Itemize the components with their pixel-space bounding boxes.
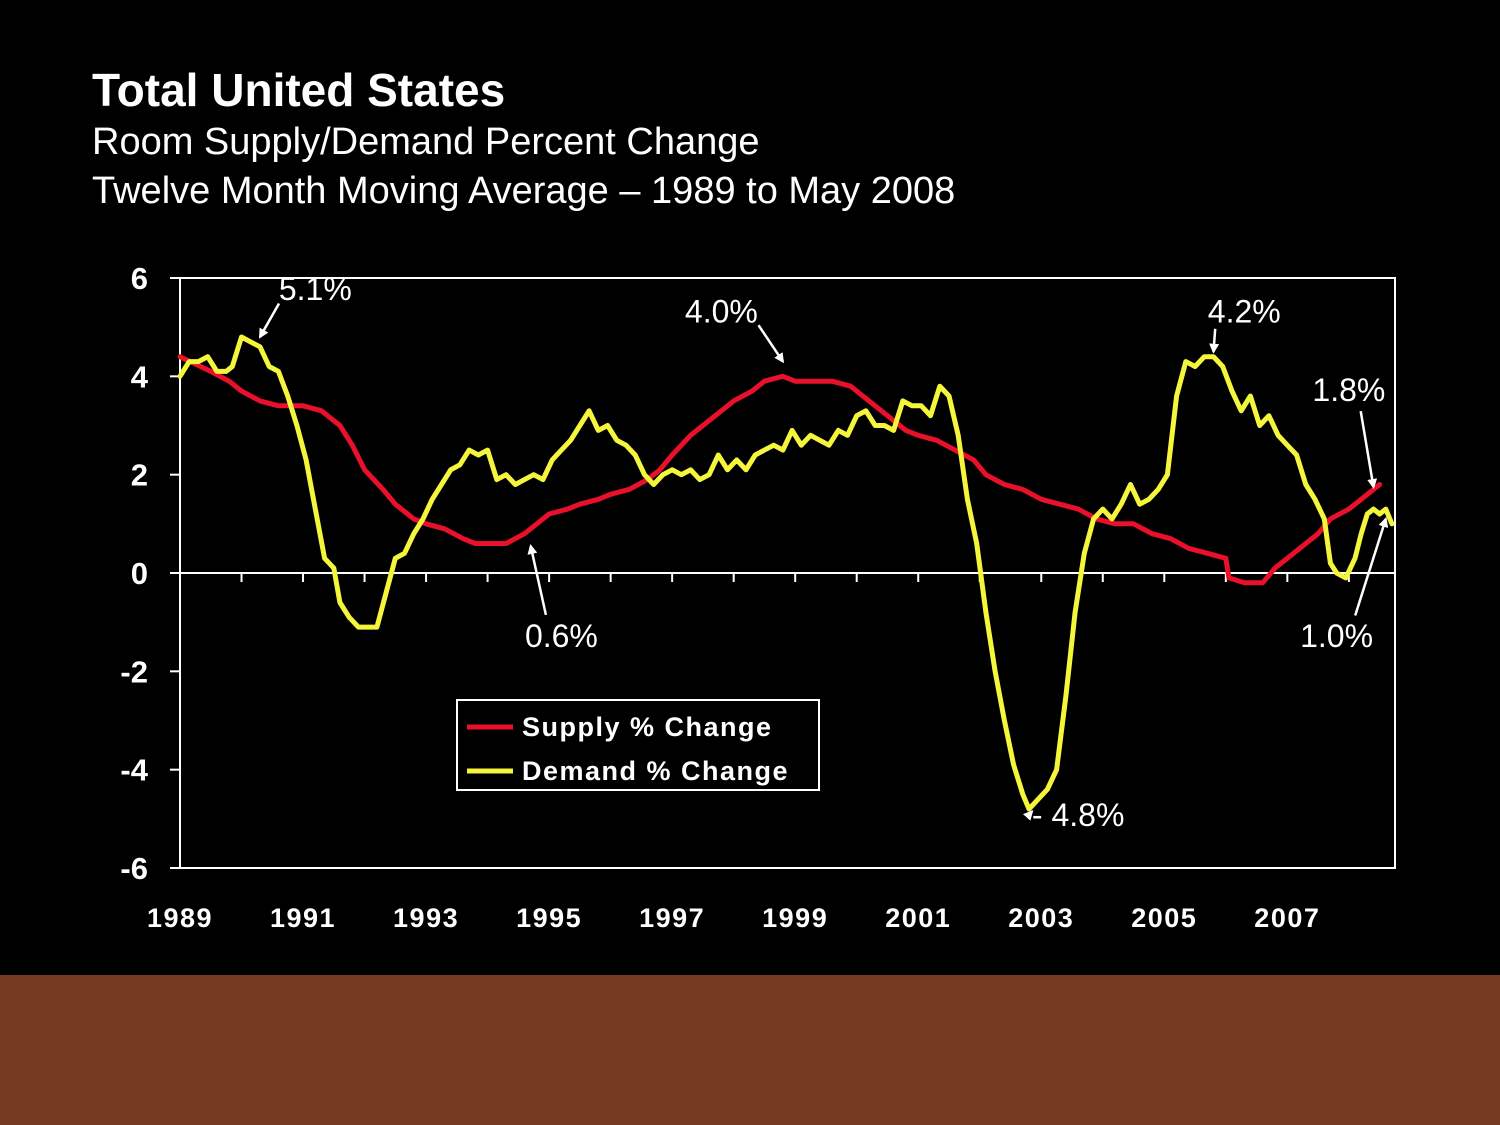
chart-title: Total United States: [92, 64, 506, 116]
x-tick-label: 1997: [639, 903, 705, 933]
annotation-label: 0.6%: [525, 618, 598, 654]
x-tick-label: 1989: [147, 903, 213, 933]
chart-subtitle: Room Supply/Demand Percent Change: [92, 121, 760, 163]
demand-series-line: [177, 334, 1395, 812]
annotation-label: 1.8%: [1312, 372, 1385, 408]
x-tick-label: 1999: [762, 903, 828, 933]
y-tick-label: -4: [120, 753, 148, 788]
annotation-label: 1.0%: [1300, 618, 1373, 654]
legend-label-demand: Demand % Change: [522, 756, 789, 786]
x-tick-label: 2001: [885, 903, 951, 933]
annotation-label: 4.2%: [1208, 293, 1281, 329]
y-tick-label: -6: [120, 851, 148, 886]
series-layer: [177, 334, 1395, 812]
y-tick-label: 2: [131, 458, 148, 493]
legend: Supply % Change Demand % Change: [456, 699, 820, 791]
x-tick-label: 1991: [270, 903, 336, 933]
annotation-arrow: [757, 324, 785, 364]
y-tick-label: 6: [131, 261, 148, 296]
y-axis: 6 4 2 0 -2 -4 -6: [120, 261, 1395, 886]
y-tick-label: 0: [131, 556, 148, 591]
title-block: Total United States Room Supply/Demand P…: [92, 62, 955, 216]
annotation-label: 5.1%: [279, 271, 352, 307]
annotation-arrow: [527, 544, 548, 616]
annotation-arrow: [1022, 810, 1034, 821]
annotation-label: - 4.8%: [1032, 797, 1124, 833]
x-axis: 1989 1991 1993 1995 1997 1999 2001 2003 2005 2007: [147, 573, 1350, 933]
y-tick-label: 4: [131, 359, 149, 394]
annotation-arrow: [258, 302, 281, 339]
x-tick-label: 1995: [516, 903, 582, 933]
annotation-arrow: [1209, 328, 1220, 354]
chart-subtitle-period: Twelve Month Moving Average – 1989 to Ma…: [92, 170, 956, 212]
y-tick-label: -2: [120, 654, 148, 689]
supply-series-line: [177, 354, 1383, 586]
x-tick-label: 1993: [393, 903, 459, 933]
annotation-arrow: [1359, 410, 1378, 489]
footer-band: [0, 975, 1500, 1125]
annotation-arrow: [1354, 516, 1389, 616]
legend-box: [456, 699, 820, 791]
x-tick-label: 2003: [1008, 903, 1074, 933]
annotation-label: 4.0%: [685, 293, 758, 329]
x-tick-label: 2007: [1254, 903, 1320, 933]
annotation-layer: 5.1% 4.0% 0.6% 4.2% 1.8% 1.0% - 4.8%: [258, 271, 1389, 833]
x-tick-label: 2005: [1131, 903, 1197, 933]
legend-label-supply: Supply % Change: [522, 712, 773, 742]
line-chart: 6 4 2 0 -2 -4 -6 1989 1991 1993 1995 1997 1999 2001 2…: [120, 261, 1396, 933]
